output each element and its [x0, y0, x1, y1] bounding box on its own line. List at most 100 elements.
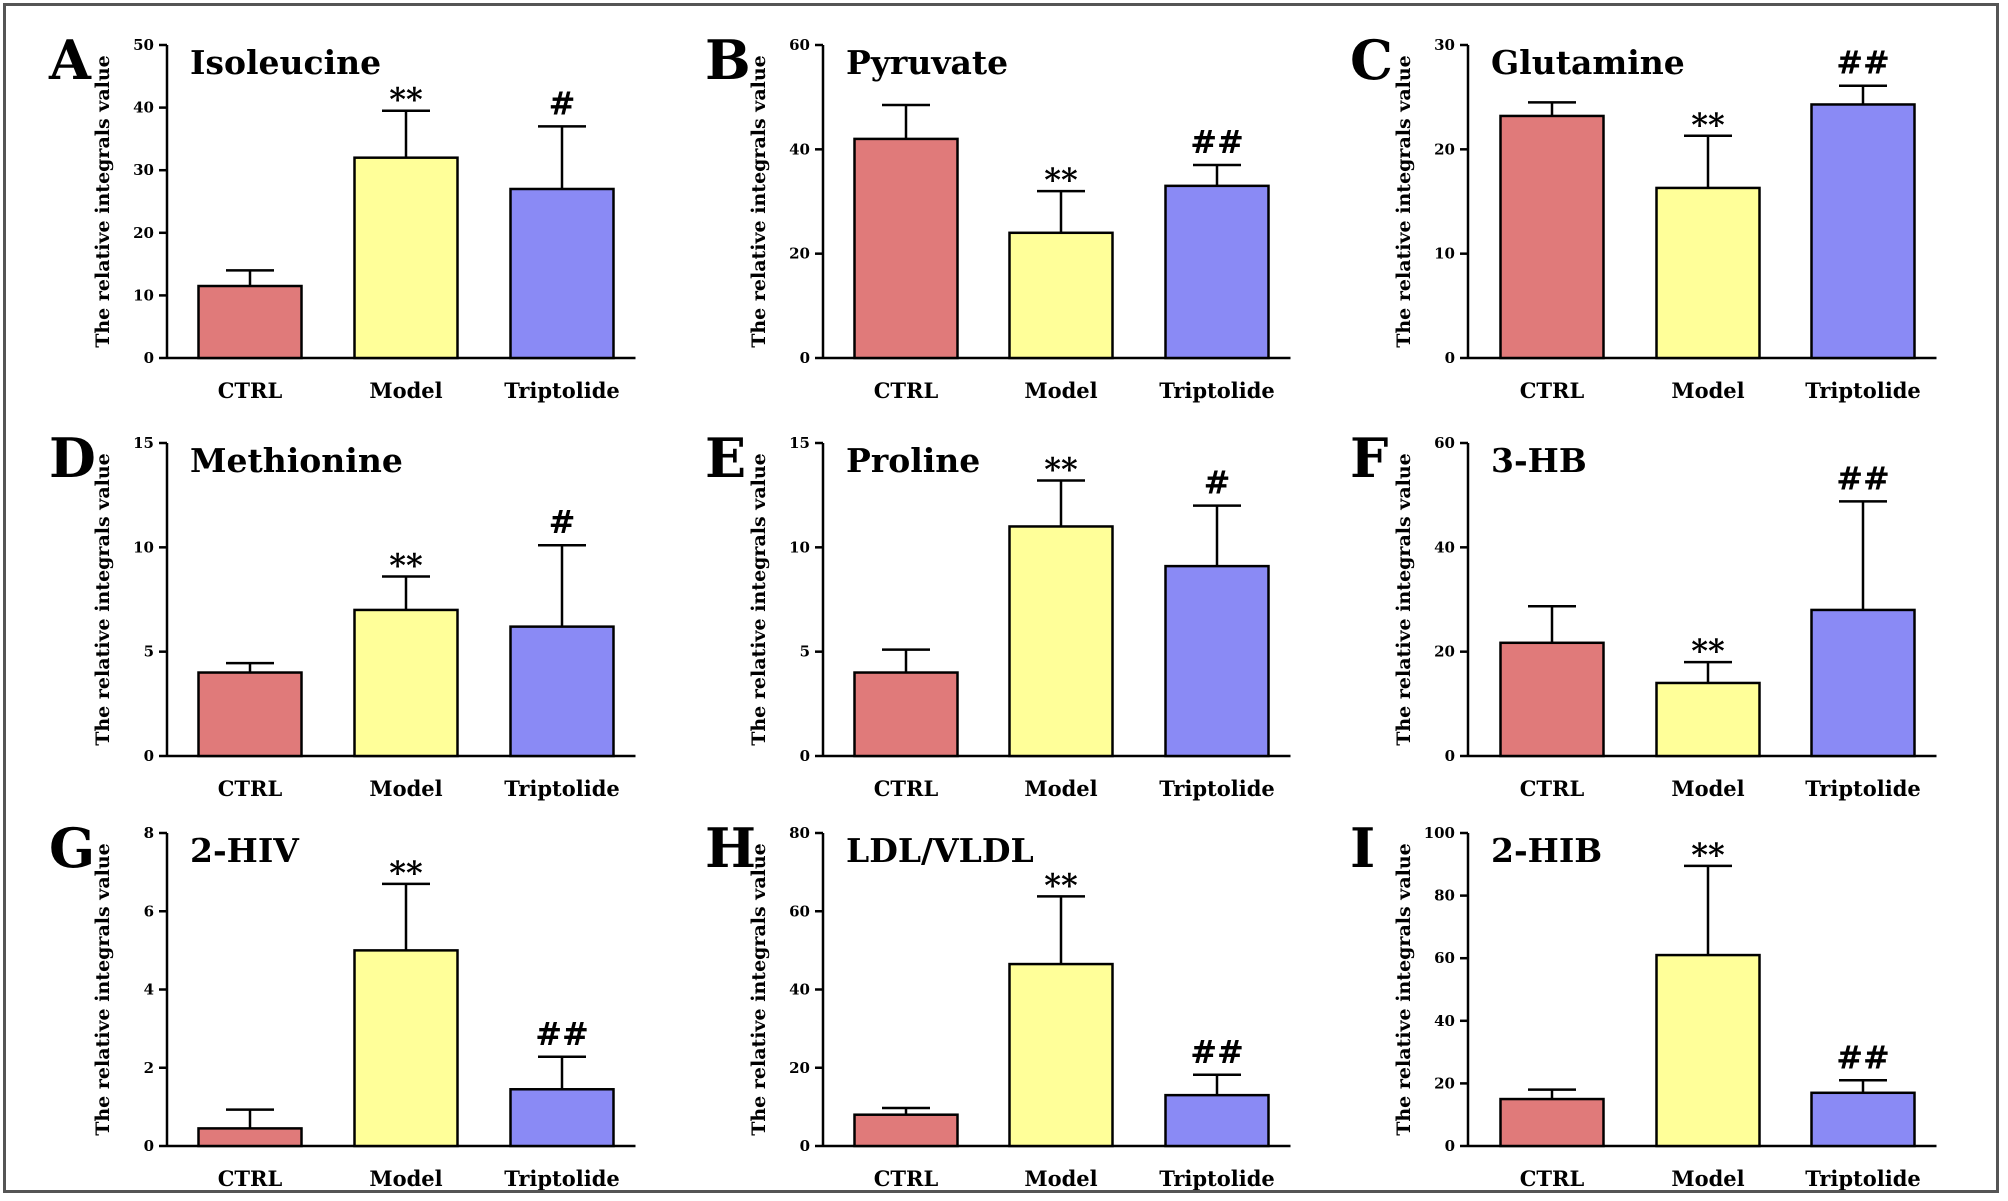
panel-d-ytick-label: 10	[133, 538, 154, 556]
panel-c-ytick-label: 10	[1434, 245, 1455, 263]
panel-b-bar-model	[1008, 231, 1114, 360]
panel-e: E Proline The relative integrals value 0 5 10…	[705, 426, 1291, 801]
panel-f-ytick-label: 60	[1434, 434, 1455, 452]
panel-g-bar-triptolide	[509, 1088, 615, 1148]
panel-g-bar-ctrl	[197, 1127, 303, 1148]
panel-c-bar-triptolide	[1810, 103, 1916, 360]
panel-g-title: 2-HIV	[190, 831, 300, 870]
panel-g-ytick-label: 2	[144, 1059, 154, 1077]
panel-a-ytick-label: 10	[133, 286, 154, 304]
panel-e-bar-triptolide	[1164, 564, 1270, 758]
panel-d-category-triptolide: Triptolide	[504, 776, 620, 801]
panel-g-ytick-label: 6	[144, 902, 154, 920]
panel-a-bar-triptolide	[509, 187, 615, 360]
panel-a-category-triptolide: Triptolide	[504, 378, 620, 403]
panel-d-ytick-label: 0	[144, 747, 154, 765]
panel-c-category-ctrl: CTRL	[1520, 378, 1585, 403]
panel-c-title: Glutamine	[1491, 43, 1685, 82]
panel-b-significance-model: **	[1044, 161, 1078, 199]
panel-a-category-model: Model	[369, 378, 442, 403]
panel-b-ytick-label: 20	[789, 245, 810, 263]
panel-h-category-model: Model	[1024, 1166, 1097, 1190]
panel-a-ytick-label: 50	[133, 36, 154, 54]
panel-h-letter: H	[705, 816, 756, 880]
panel-f-category-ctrl: CTRL	[1520, 776, 1585, 801]
figure-canvas: A Isoleucine The relative integrals value 0…	[48, 28, 1937, 1190]
panel-i-ytick-label: 40	[1434, 1012, 1455, 1030]
panel-i-letter: I	[1350, 816, 1375, 880]
panel-g-ylabel: The relative integrals value	[92, 843, 114, 1136]
panel-d-ytick-label: 5	[144, 643, 154, 661]
panel-a-ylabel: The relative integrals value	[92, 55, 114, 348]
panel-c-ytick-label: 20	[1434, 140, 1455, 158]
panel-f-ytick-label: 20	[1434, 643, 1455, 661]
panel-i-title: 2-HIB	[1491, 831, 1602, 870]
panel-g-ytick-label: 4	[144, 981, 154, 999]
figure-frame: A Isoleucine The relative integrals value 0…	[3, 3, 1999, 1193]
panel-a-ytick-label: 0	[144, 349, 154, 367]
panel-a-ytick-label: 30	[133, 161, 154, 179]
panel-h-ytick-label: 60	[789, 902, 810, 920]
panel-c-ylabel: The relative integrals value	[1393, 55, 1415, 348]
panel-f-category-triptolide: Triptolide	[1805, 776, 1921, 801]
panel-d-ylabel: The relative integrals value	[92, 453, 114, 746]
panel-g-ytick-label: 0	[144, 1137, 154, 1155]
panel-h-ytick-label: 40	[789, 981, 810, 999]
panel-h-bar-model	[1008, 962, 1114, 1148]
panel-d-title: Methionine	[190, 441, 403, 480]
panel-g-significance-model: **	[389, 854, 423, 892]
panel-h-category-ctrl: CTRL	[874, 1166, 939, 1190]
panel-c-category-model: Model	[1671, 378, 1744, 403]
panel-i-category-triptolide: Triptolide	[1805, 1166, 1921, 1190]
panel-h-bar-ctrl	[853, 1113, 959, 1148]
panel-c-significance-triptolide: ##	[1836, 44, 1890, 82]
panel-c-ytick-label: 0	[1445, 349, 1455, 367]
panel-a-title: Isoleucine	[190, 43, 381, 82]
panel-i-ytick-label: 0	[1445, 1137, 1455, 1155]
panel-d-bar-model	[353, 608, 459, 758]
panel-a-significance-triptolide: #	[549, 84, 576, 122]
panel-a-bar-ctrl	[197, 284, 303, 360]
panel-f-title: 3-HB	[1491, 441, 1587, 480]
panel-a-category-ctrl: CTRL	[218, 378, 283, 403]
panel-i-bar-model	[1655, 953, 1761, 1148]
panel-b-category-model: Model	[1024, 378, 1097, 403]
panel-d-bar-triptolide	[509, 625, 615, 758]
panel-i-ytick-label: 100	[1424, 824, 1455, 842]
panel-g: G 2-HIV The relative integrals value 0 2 4 6 8 C…	[49, 816, 636, 1190]
panel-a-ytick-label: 20	[133, 224, 154, 242]
panel-h-ylabel: The relative integrals value	[748, 843, 770, 1136]
panel-i-significance-triptolide: ##	[1836, 1038, 1890, 1076]
panel-d-ytick-label: 15	[133, 434, 154, 452]
panel-b-ytick-label: 0	[800, 349, 810, 367]
panel-i-category-model: Model	[1671, 1166, 1744, 1190]
panel-h-significance-model: **	[1044, 866, 1078, 904]
panel-g-category-triptolide: Triptolide	[504, 1166, 620, 1190]
panel-c-letter: C	[1350, 28, 1393, 92]
panel-h-ytick-label: 20	[789, 1059, 810, 1077]
panel-g-bar-model	[353, 949, 459, 1148]
panel-h: H LDL/VLDL The relative integrals value 0 20…	[705, 816, 1291, 1190]
panel-e-bar-ctrl	[853, 671, 959, 758]
panel-e-ytick-label: 5	[800, 643, 810, 661]
panel-e-significance-triptolide: #	[1204, 464, 1231, 502]
panel-e-ytick-label: 10	[789, 538, 810, 556]
panel-h-ytick-label: 0	[800, 1137, 810, 1155]
panel-d-letter: D	[49, 426, 96, 490]
panel-f-bar-model	[1655, 681, 1761, 758]
panel-f-significance-model: **	[1691, 632, 1725, 670]
panel-i: I 2-HIB The relative integrals value 0 20 40 6…	[1350, 816, 1937, 1190]
panel-b-category-ctrl: CTRL	[874, 378, 939, 403]
panel-i-bar-ctrl	[1499, 1097, 1605, 1148]
panel-i-category-ctrl: CTRL	[1520, 1166, 1585, 1190]
panel-d: D Methionine The relative integrals value 0…	[49, 426, 636, 801]
panel-g-category-ctrl: CTRL	[218, 1166, 283, 1190]
panel-f: F 3-HB The relative integrals value 0 20 40 60…	[1350, 426, 1937, 801]
panel-g-significance-triptolide: ##	[535, 1015, 589, 1053]
panel-e-ylabel: The relative integrals value	[748, 453, 770, 746]
panel-i-ylabel: The relative integrals value	[1393, 843, 1415, 1136]
panel-g-ytick-label: 8	[144, 824, 154, 842]
panel-b-ylabel: The relative integrals value	[748, 55, 770, 348]
panel-a-letter: A	[48, 28, 92, 92]
panel-f-ylabel: The relative integrals value	[1393, 453, 1415, 746]
